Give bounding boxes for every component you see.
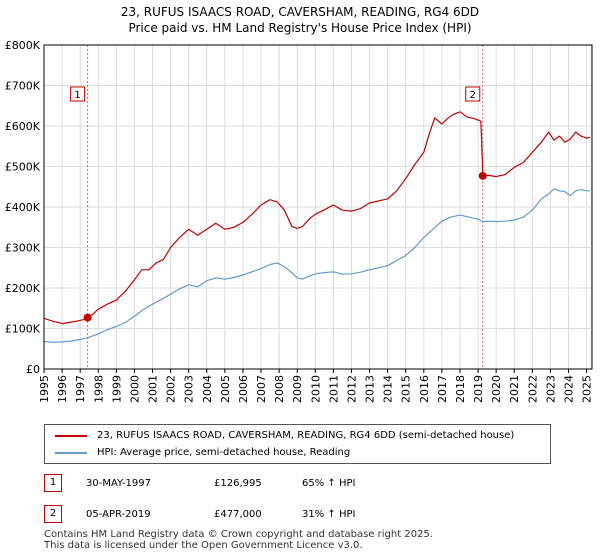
x-tick-label: 2001 [147, 375, 160, 403]
x-tick-label: 2005 [219, 375, 232, 403]
y-tick-label: £0 [26, 363, 40, 376]
y-tick-label: £800K [5, 39, 41, 52]
transaction-price: £126,995 [214, 478, 262, 489]
transaction-date: 30-MAY-1997 [86, 478, 152, 489]
footer-line1: Contains HM Land Registry data © Crown c… [44, 529, 433, 540]
x-tick-label: 2008 [273, 375, 286, 403]
x-tick-label: 2000 [128, 375, 141, 403]
transaction-badge: 1 [44, 474, 62, 492]
x-tick-label: 2006 [237, 375, 250, 403]
x-tick-label: 1995 [38, 375, 51, 403]
series-line-hpi [43, 188, 591, 343]
y-tick-label: £500K [5, 161, 41, 174]
x-tick-label: 2021 [508, 375, 521, 403]
x-tick-label: 2011 [327, 375, 340, 403]
x-tick-label: 2003 [183, 375, 196, 403]
y-tick-label: £300K [5, 242, 41, 255]
x-tick-label: 1998 [92, 375, 105, 403]
legend-item-property: 23, RUFUS ISAACS ROAD, CAVERSHAM, READIN… [55, 428, 514, 444]
sale-point [83, 313, 92, 322]
chart-title-line1: 23, RUFUS ISAACS ROAD, CAVERSHAM, READIN… [120, 5, 480, 19]
transaction-price: £477,000 [214, 509, 262, 520]
x-tick-label: 2010 [309, 375, 322, 403]
forecast-region [590, 45, 592, 369]
x-tick-label: 2019 [472, 375, 485, 403]
x-tick-label: 2018 [454, 375, 467, 403]
x-tick-label: 2016 [418, 375, 431, 403]
annotation-badge-label: 2 [470, 90, 476, 101]
x-tick-label: 1997 [74, 375, 87, 403]
transaction-hpi: 31% ↑ HPI [302, 509, 356, 520]
x-tick-label: 1999 [110, 375, 123, 403]
annotation-badge [465, 86, 481, 102]
x-tick-label: 2004 [201, 375, 214, 403]
y-tick-label: £600K [5, 120, 41, 133]
x-tick-label: 2015 [400, 375, 413, 403]
price-chart: £0 £100K £200K £300K £400K £500K £600K £700K £80… [5, 39, 594, 403]
x-tick-label: 2007 [255, 375, 268, 403]
x-tick-label: 2009 [291, 375, 304, 403]
x-tick-label: 2023 [544, 375, 557, 403]
y-tick-label: £200K [5, 282, 41, 295]
annotation-badge-label: 1 [74, 90, 80, 101]
y-tick-label: £700K [5, 80, 41, 93]
chart-legend: 23, RUFUS ISAACS ROAD, CAVERSHAM, READIN… [44, 424, 551, 464]
x-tick-label: 2014 [382, 375, 395, 403]
x-tick-label: 2020 [490, 375, 503, 403]
legend-label-hpi: HPI: Average price, semi-detached house,… [97, 447, 351, 458]
sale-point [478, 171, 487, 180]
transaction-date: 05-APR-2019 [86, 509, 151, 520]
x-tick-label: 2002 [165, 375, 178, 403]
legend-swatch-hpi [55, 452, 87, 454]
series-line-property [43, 111, 591, 325]
chart-title: 23, RUFUS ISAACS ROAD, CAVERSHAM, READIN… [0, 4, 600, 36]
legend-item-hpi: HPI: Average price, semi-detached house,… [55, 445, 350, 461]
footer: Contains HM Land Registry data © Crown c… [44, 529, 433, 551]
legend-label-property: 23, RUFUS ISAACS ROAD, CAVERSHAM, READIN… [97, 430, 515, 441]
y-tick-label: £400K [5, 201, 41, 214]
x-tick-label: 2012 [345, 375, 358, 403]
y-tick-label: £100K [5, 323, 41, 336]
x-tick-label: 2024 [562, 375, 575, 403]
legend-swatch-property [55, 435, 87, 437]
x-tick-label: 2022 [526, 375, 539, 403]
chart-title-line2: Price paid vs. HM Land Registry's House … [128, 21, 472, 35]
plot-frame [43, 44, 593, 370]
x-tick-label: 2025 [581, 375, 594, 403]
annotation-badge [70, 86, 86, 102]
footer-line2: This data is licensed under the Open Gov… [44, 540, 363, 551]
x-tick-label: 2013 [364, 375, 377, 403]
transaction-hpi: 65% ↑ HPI [302, 478, 356, 489]
transaction-badge: 2 [44, 505, 62, 523]
x-tick-label: 2017 [436, 375, 449, 403]
x-tick-label: 1996 [56, 375, 69, 403]
